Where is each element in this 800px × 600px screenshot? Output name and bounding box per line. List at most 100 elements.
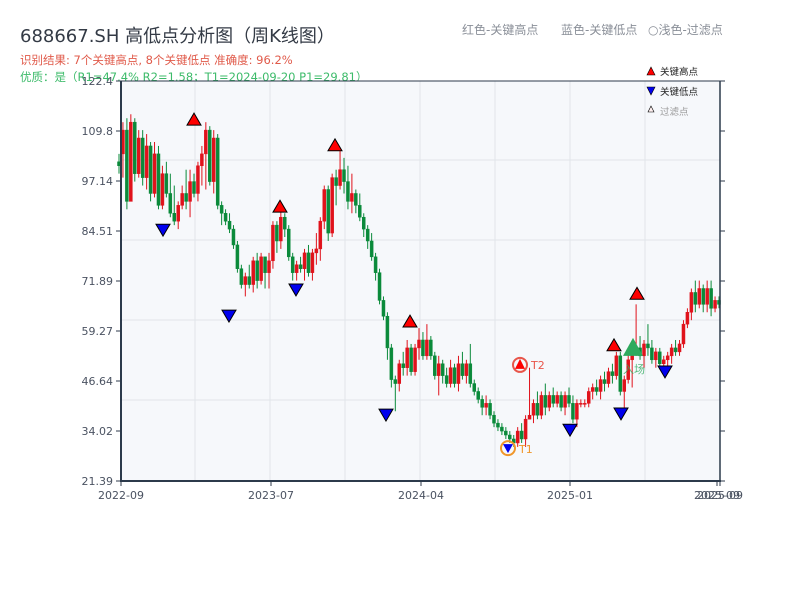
candle-down [650, 347, 654, 361]
y-tick-label: 21.39 [82, 475, 114, 488]
candle-down [571, 403, 575, 420]
candle-up [579, 403, 583, 405]
candle-down [133, 121, 137, 174]
candle-up [614, 355, 619, 376]
candle-up [160, 173, 165, 206]
candle-up [294, 264, 299, 273]
candle-up [590, 387, 595, 392]
key-low-icon [378, 408, 394, 423]
top-legend-red: 红色-关键高点 [462, 23, 539, 37]
candle-up [188, 181, 192, 202]
candle-down [164, 173, 169, 194]
candle-up [176, 205, 180, 222]
candle-up [448, 367, 453, 384]
candle-up [523, 418, 528, 440]
legend-low-icon [646, 86, 656, 96]
y-tick-label: 97.14 [82, 175, 114, 188]
candle-down [168, 193, 173, 214]
candle-down [429, 339, 433, 357]
candle-up [338, 169, 342, 186]
candle-up [606, 371, 611, 384]
axes: 122.4 109.8 97.14 84.51 71.89 59.27 46.64 34.02… [82, 75, 743, 502]
candle-down [701, 288, 705, 305]
candle-up [397, 363, 402, 384]
candle-up [555, 395, 559, 404]
candle-up [515, 430, 520, 444]
candle-up [417, 339, 421, 349]
candle-down [452, 367, 457, 384]
t1-ring [500, 440, 516, 457]
candle-down [393, 379, 398, 384]
candle-up [665, 355, 670, 361]
candle-up [527, 414, 532, 420]
candle-up [302, 252, 307, 269]
candle-down [361, 216, 366, 230]
candle-down [326, 189, 330, 234]
candle-down [369, 240, 374, 258]
candle-down [440, 363, 445, 376]
candle-down [500, 426, 504, 432]
y-tick-label: 109.8 [82, 125, 114, 138]
candle-down [602, 379, 607, 384]
candle-down [358, 205, 362, 218]
candle-up [314, 248, 319, 254]
candle-down [192, 181, 196, 194]
candle-up [251, 260, 255, 285]
top-legend-light: ○浅色-过滤点 [648, 23, 723, 37]
legend-filtered-label: 过滤点 [660, 106, 689, 118]
x-tick-label: 2023-07 [248, 489, 294, 502]
candle-down [519, 430, 524, 440]
key-low-icon [288, 283, 304, 297]
candle-down [646, 343, 650, 349]
candle-down [385, 315, 390, 349]
key-low-icon [657, 365, 673, 379]
candle-down [504, 430, 508, 436]
candle-up [267, 260, 271, 273]
candle-up [136, 137, 141, 174]
candle-up [436, 363, 441, 376]
candle-up [661, 359, 666, 364]
candle-up [531, 403, 536, 416]
candle-down [342, 169, 346, 182]
candle-down [184, 193, 188, 202]
key-low-icon [155, 223, 171, 238]
candle-up [583, 403, 587, 405]
candle-down [125, 129, 129, 202]
t2-label: T2 [530, 359, 545, 372]
candle-up [330, 177, 334, 234]
candle-down [306, 252, 311, 273]
candle-down [480, 399, 484, 408]
key-high-icon [629, 286, 645, 300]
candle-down [492, 414, 496, 424]
chart-title: 688667.SH 高低点分析图（周K线图） [20, 26, 335, 47]
key-low-icon [221, 309, 237, 324]
candle-down [239, 268, 244, 285]
candle-down [140, 137, 145, 178]
candle-up [322, 189, 327, 222]
candle-up [350, 193, 354, 202]
candle-down [594, 387, 599, 392]
candle-down [693, 292, 698, 305]
candle-down [496, 422, 500, 428]
candle-down [381, 300, 386, 317]
candle-up [654, 351, 658, 361]
candle-up [681, 323, 686, 345]
candle-down [247, 276, 252, 285]
candle-up [271, 224, 275, 262]
candle-down [508, 434, 512, 440]
candle-up [196, 165, 200, 194]
candle-down [290, 256, 295, 273]
y-tick-label: 59.27 [82, 325, 114, 338]
x-tick-label: 2022-09 [98, 489, 144, 502]
candle-up [689, 292, 694, 313]
candles [117, 114, 721, 447]
candle-up [626, 359, 630, 380]
candle-down [286, 228, 291, 258]
candle-down [223, 213, 228, 222]
t1-label: T1 [518, 443, 533, 456]
candle-up [697, 288, 702, 305]
candle-up [425, 339, 429, 357]
key-high-icon [327, 137, 343, 152]
